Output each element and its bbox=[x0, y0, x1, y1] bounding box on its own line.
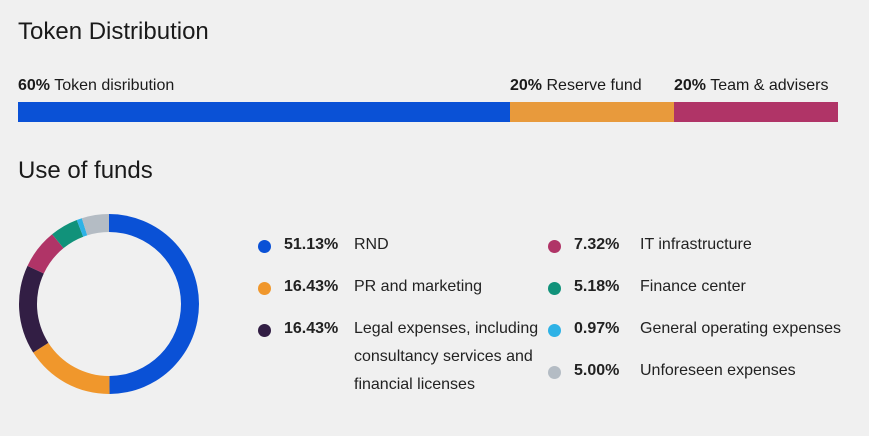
legend-dot bbox=[548, 366, 561, 379]
token-bar-segment-1 bbox=[510, 102, 674, 122]
legend-percent: 5.18% bbox=[574, 278, 620, 295]
donut-slice-5 bbox=[76, 218, 88, 237]
token-bar-segment-0 bbox=[18, 102, 510, 122]
token-segment-text: Team & advisers bbox=[710, 77, 829, 94]
use-of-funds-donut-chart bbox=[18, 214, 200, 394]
token-segment-pct: 20% bbox=[674, 77, 707, 94]
donut-slice-3 bbox=[27, 234, 64, 274]
legend-item-rnd: 51.13% RND bbox=[258, 236, 389, 259]
legend-item-general: 0.97% General operating expenses bbox=[548, 320, 841, 343]
legend-dot bbox=[258, 282, 271, 295]
legend-item-finance: 5.18% Finance center bbox=[548, 278, 746, 301]
legend-dot bbox=[258, 240, 271, 253]
token-segment-label-2: 20% Team & advisers bbox=[674, 77, 828, 95]
legend-label: Finance center bbox=[640, 278, 746, 295]
legend-dot bbox=[258, 324, 271, 337]
legend-percent: 51.13% bbox=[284, 236, 339, 253]
legend-dot bbox=[548, 324, 561, 337]
legend-item-it: 7.32% IT infrastructure bbox=[548, 236, 752, 259]
legend-label: RND bbox=[354, 236, 389, 253]
donut-slice-1 bbox=[33, 342, 110, 394]
legend-label: IT infrastructure bbox=[640, 236, 752, 253]
legend-label: Legal expenses, including consultancy se… bbox=[354, 320, 539, 393]
token-distribution-title: Token Distribution bbox=[18, 18, 209, 45]
donut-slice-2 bbox=[18, 265, 49, 353]
use-of-funds-title: Use of funds bbox=[18, 157, 153, 184]
token-segment-pct: 20% bbox=[510, 77, 543, 94]
legend-percent: 7.32% bbox=[574, 236, 620, 253]
token-segment-pct: 60% bbox=[18, 77, 51, 94]
token-segment-label-1: 20% Reserve fund bbox=[510, 77, 642, 95]
token-segment-label-0: 60% Token disribution bbox=[18, 77, 174, 95]
legend-label: Unforeseen expenses bbox=[640, 362, 796, 379]
donut-slice-4 bbox=[52, 219, 84, 249]
legend-label: General operating expenses bbox=[640, 320, 842, 337]
legend-item-unforeseen: 5.00% Unforeseen expenses bbox=[548, 362, 796, 385]
legend-percent: 16.43% bbox=[284, 278, 339, 295]
legend-percent: 0.97% bbox=[574, 320, 620, 337]
donut-slice-6 bbox=[81, 214, 109, 236]
token-bar-segment-2 bbox=[674, 102, 838, 122]
legend-dot bbox=[548, 240, 561, 253]
legend-item-legal: 16.43% Legal expenses, including consult… bbox=[258, 320, 544, 399]
legend-label: PR and marketing bbox=[354, 278, 483, 295]
legend-dot bbox=[548, 282, 561, 295]
legend-item-pr: 16.43% PR and marketing bbox=[258, 278, 482, 301]
donut-slice-0 bbox=[109, 214, 200, 394]
token-segment-text: Reserve fund bbox=[546, 77, 642, 94]
token-distribution-bar bbox=[18, 102, 838, 122]
legend-percent: 5.00% bbox=[574, 362, 620, 379]
token-segment-text: Token disribution bbox=[54, 77, 175, 94]
legend-percent: 16.43% bbox=[284, 320, 339, 337]
